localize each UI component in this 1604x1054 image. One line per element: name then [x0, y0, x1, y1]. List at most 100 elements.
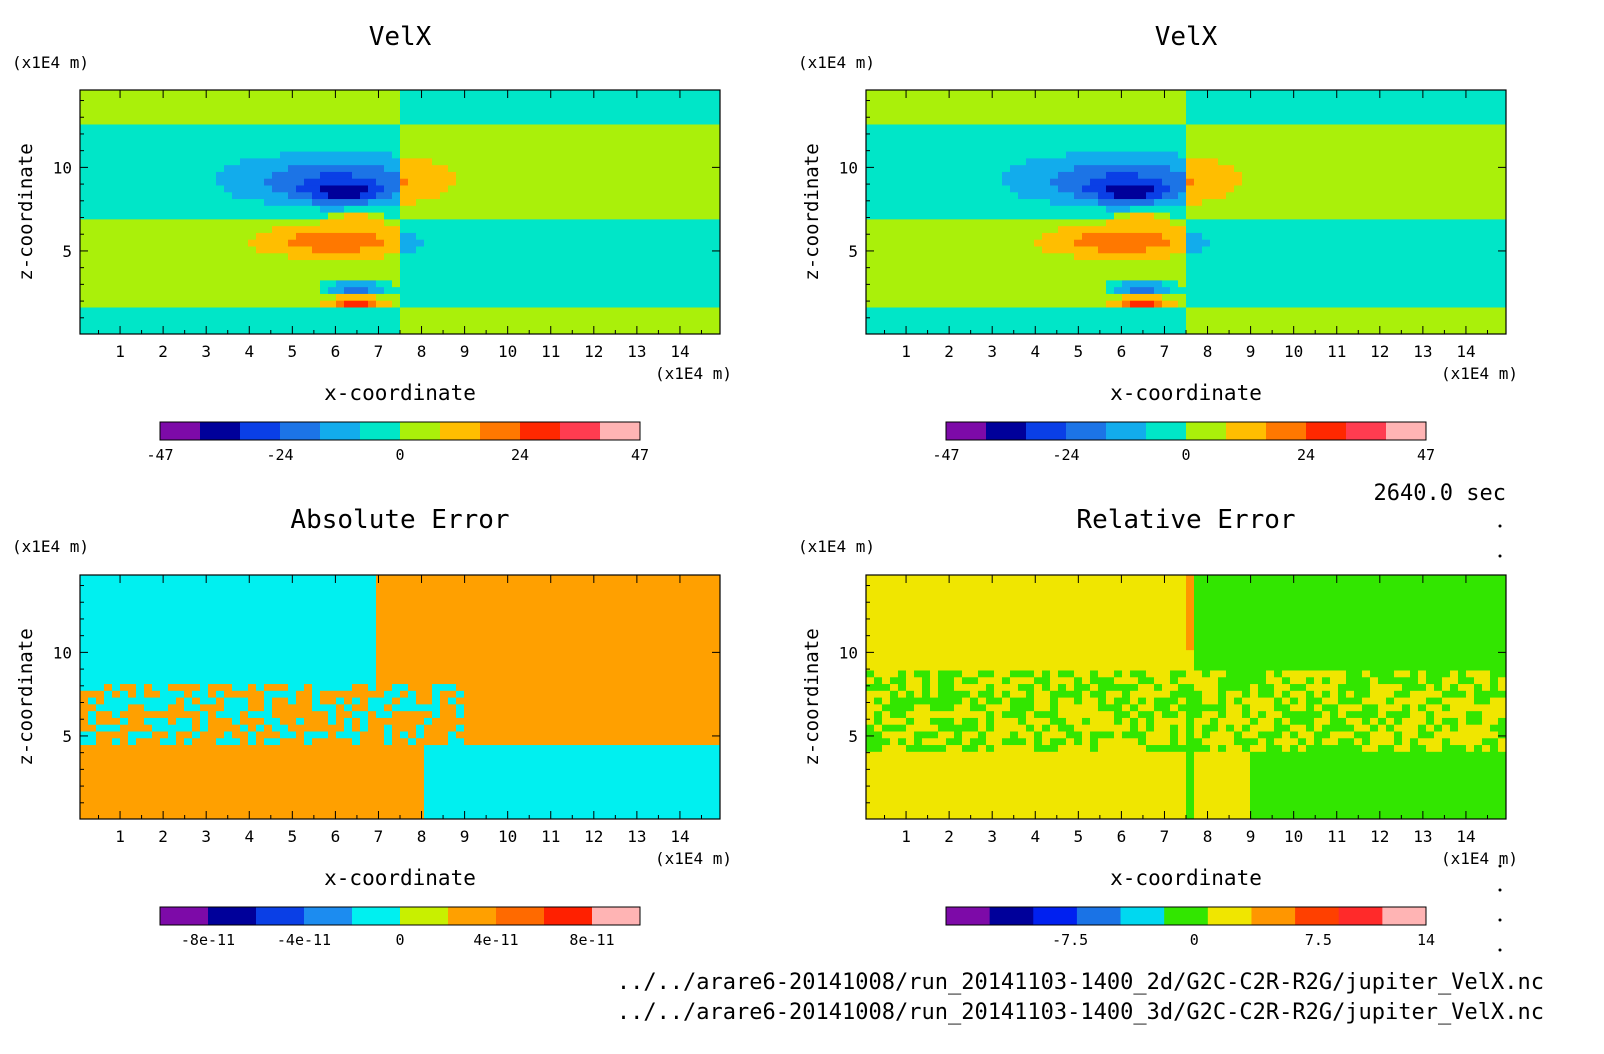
heatmap-cell [536, 110, 545, 118]
heatmap-cell [640, 239, 649, 247]
heatmap-cell [272, 232, 281, 240]
heatmap-cell [440, 103, 449, 111]
heatmap-cell [1010, 306, 1019, 315]
heatmap-cell [1090, 273, 1099, 281]
heatmap-cell [216, 225, 225, 233]
heatmap-cell [616, 171, 625, 179]
heatmap-cell [930, 117, 939, 125]
heatmap-cell [536, 293, 545, 301]
heatmap-cell [1018, 178, 1027, 186]
heatmap-cell [1002, 198, 1011, 206]
heatmap-cell [1306, 239, 1315, 247]
heatmap-cell [600, 151, 609, 159]
heatmap-cell [672, 252, 681, 261]
heatmap-cell [472, 239, 481, 247]
heatmap-cell [1074, 137, 1083, 145]
heatmap-cell [946, 137, 955, 145]
heatmap-cell [416, 184, 425, 193]
heatmap-cell [312, 157, 321, 166]
heatmap-cell [320, 320, 329, 328]
heatmap-cell [464, 245, 473, 254]
heatmap-cell [96, 286, 105, 294]
heatmap-cell [352, 300, 361, 308]
heatmap-cell [906, 178, 915, 186]
heatmap-cell [914, 184, 923, 193]
heatmap-cell [930, 320, 939, 328]
heatmap-cell [328, 171, 337, 179]
heatmap-cell [970, 313, 979, 322]
heatmap-cell [432, 232, 441, 240]
heatmap-cell [978, 191, 987, 200]
heatmap-cell [1082, 103, 1091, 111]
heatmap-cell [664, 320, 673, 328]
heatmap-cell [978, 286, 987, 294]
heatmap-cell [1242, 293, 1251, 301]
heatmap-cell [304, 137, 313, 145]
heatmap-cell [624, 178, 633, 186]
heatmap-cell [1154, 117, 1163, 125]
heatmap-cell [1202, 117, 1211, 125]
heatmap-cell [608, 259, 617, 267]
heatmap-cell [1210, 157, 1219, 166]
heatmap-cell [96, 205, 105, 213]
heatmap-cell [1010, 184, 1019, 193]
heatmap-cell [528, 212, 537, 220]
heatmap-cell [248, 178, 257, 186]
heatmap-cell [1138, 103, 1147, 111]
heatmap-cell [616, 212, 625, 220]
heatmap-cell [1162, 198, 1171, 206]
heatmap-cell [160, 164, 169, 172]
heatmap-cell [962, 178, 971, 186]
heatmap-cell [922, 313, 931, 322]
heatmap-cell [1170, 110, 1179, 118]
heatmap-cell [600, 286, 609, 294]
heatmap-cell [544, 259, 553, 267]
heatmap-cell [616, 178, 625, 186]
heatmap-cell [208, 327, 217, 334]
heatmap-cell [1194, 144, 1203, 152]
heatmap-cell [296, 191, 305, 200]
heatmap-cell [144, 212, 153, 220]
heatmap-cell [922, 252, 931, 261]
heatmap-cell [392, 164, 401, 172]
heatmap-cell [552, 300, 561, 308]
heatmap-cell [1218, 293, 1227, 301]
heatmap-cell [584, 90, 593, 98]
heatmap-cell [1266, 232, 1275, 240]
heatmap-cell [866, 103, 875, 111]
heatmap-cell [664, 198, 673, 206]
heatmap-cell [1122, 245, 1131, 254]
heatmap-cell [914, 171, 923, 179]
heatmap-cell [624, 252, 633, 261]
heatmap-cell [168, 117, 177, 125]
heatmap-cell [432, 144, 441, 152]
heatmap-cell [930, 198, 939, 206]
heatmap-cell [1218, 252, 1227, 261]
heatmap-cell [96, 123, 105, 132]
heatmap-cell [472, 184, 481, 193]
heatmap-cell [320, 232, 329, 240]
heatmap-cell [408, 130, 417, 139]
heatmap-cell [80, 171, 89, 179]
heatmap-cell [496, 286, 505, 294]
heatmap-cell [962, 266, 971, 274]
heatmap-cell [208, 164, 217, 172]
heatmap-cell [80, 130, 89, 139]
heatmap-cell [1034, 184, 1043, 193]
heatmap-cell [1082, 300, 1091, 308]
heatmap-cell [568, 96, 577, 105]
heatmap-cell [1066, 191, 1075, 200]
heatmap-cell [496, 259, 505, 267]
heatmap-cell [930, 293, 939, 301]
heatmap-cell [88, 137, 97, 145]
heatmap-cell [360, 279, 369, 288]
heatmap-cell [552, 110, 561, 118]
heatmap-cell [1018, 137, 1027, 145]
heatmap-cell [672, 239, 681, 247]
heatmap-cell [1298, 320, 1307, 328]
heatmap-cell [1218, 171, 1227, 179]
heatmap-cell [994, 313, 1003, 322]
heatmap-cell [1162, 239, 1171, 247]
heatmap-cell [1082, 178, 1091, 186]
heatmap-cell [640, 137, 649, 145]
